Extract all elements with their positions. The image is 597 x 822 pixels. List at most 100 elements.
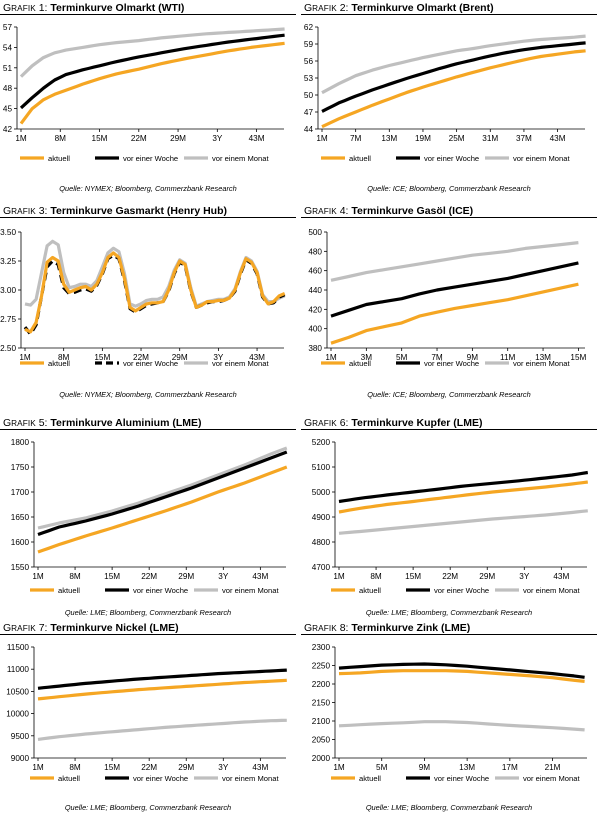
line-chart: 2000 2050 2100 2150 2200 2250 2300 1M 5M 9M 13M 17M… [312, 643, 587, 783]
figure-title: Terminkurve Zink (LME) [351, 622, 471, 634]
figure-title: Terminkurve Gasmarkt (Henry Hub) [50, 205, 227, 217]
series-line-monat [37, 446, 288, 530]
y-tick-label: 3.00 [0, 286, 16, 295]
y-tick-label: 11000 [7, 665, 30, 674]
x-tick-label: 8M [58, 353, 70, 362]
series-line-woche [321, 41, 586, 113]
x-tick-label: 43M [550, 134, 566, 143]
source-note: Quelle: ICE; Bloomberg, Commerzbank Rese… [367, 184, 531, 193]
series-line-aktuell [338, 480, 589, 514]
x-tick-label: 9M [467, 353, 479, 362]
y-tick-label: 3.50 [0, 228, 16, 237]
chart-panel: GRAFIK 5: Terminkurve Aluminium (LME) 155… [0, 415, 296, 617]
chart-panel: GRAFIK 1: Terminkurve Olmarkt (WTI) 42 45 4… [0, 0, 296, 202]
x-tick-label: 7M [350, 134, 362, 143]
legend-label: vor einer Woche [434, 586, 489, 595]
y-tick-label: 5000 [312, 488, 331, 497]
x-tick-label: 3Y [213, 353, 224, 362]
series-line-aktuell [19, 41, 285, 125]
figure-label-rest: RAFIK [312, 624, 337, 633]
title-rule [0, 14, 296, 15]
figure-number: 1: [35, 2, 51, 14]
chart-title: GRAFIK 1: Terminkurve Olmarkt (WTI) [3, 2, 184, 14]
series-line-aktuell [338, 669, 585, 683]
x-tick-label: 1M [32, 572, 44, 581]
chart-panel: GRAFIK 6: Terminkurve Kupfer (LME) 4700 48… [301, 415, 597, 617]
series-line-woche [37, 450, 288, 537]
chart-title: GRAFIK 8: Terminkurve Zink (LME) [304, 622, 470, 634]
chart-title: GRAFIK 7: Terminkurve Nickel (LME) [3, 622, 179, 634]
legend-label: vor einer Woche [424, 154, 479, 163]
series-line-monat [19, 27, 285, 78]
y-tick-label: 53 [304, 74, 314, 83]
y-tick-label: 9500 [11, 732, 30, 741]
chart-title: GRAFIK 5: Terminkurve Aluminium (LME) [3, 417, 202, 429]
source-note: Quelle: NYMEX; Bloomberg, Commerzbank Re… [59, 184, 237, 193]
x-tick-label: 1M [32, 763, 44, 772]
y-tick-label: 57 [3, 23, 13, 32]
y-tick-label: 1650 [11, 513, 30, 522]
chart-panel: GRAFIK 4: Terminkurve Gasöl (ICE) 380 400 4… [301, 203, 597, 405]
y-tick-label: 1800 [11, 438, 30, 447]
title-rule [0, 429, 296, 430]
legend-label: vor einem Monat [222, 774, 279, 783]
source-note: Quelle: LME; Bloomberg, Commerzbank Rese… [365, 608, 533, 617]
series-line-aktuell [37, 678, 287, 701]
x-tick-label: 22M [133, 353, 149, 362]
legend-label: aktuell [48, 154, 70, 163]
x-tick-label: 15M [92, 134, 108, 143]
y-tick-label: 1550 [11, 563, 30, 572]
title-rule [301, 217, 597, 218]
figure-label-initial: G [304, 205, 313, 217]
y-tick-label: 5100 [312, 463, 331, 472]
figure-label-rest: RAFIK [312, 4, 337, 13]
legend-label: aktuell [359, 774, 381, 783]
figure-number: 6: [336, 417, 352, 429]
figure-title: Terminkurve Olmarkt (WTI) [50, 2, 185, 14]
y-tick-label: 10500 [6, 687, 29, 696]
y-tick-label: 2150 [312, 699, 331, 708]
figure-number: 5: [35, 417, 51, 429]
x-tick-label: 1M [316, 134, 328, 143]
figure-number: 7: [35, 622, 51, 634]
y-tick-label: 44 [304, 125, 314, 134]
y-tick-label: 500 [308, 228, 322, 237]
y-tick-label: 3.25 [0, 257, 16, 266]
x-tick-label: 22M [141, 572, 157, 581]
x-tick-label: 8M [69, 572, 81, 581]
y-tick-label: 2100 [312, 717, 331, 726]
series-line-monat [338, 509, 588, 535]
figure-label-rest: RAFIK [11, 624, 36, 633]
x-tick-label: 25M [449, 134, 465, 143]
legend-label: vor einem Monat [513, 359, 570, 368]
x-tick-label: 37M [516, 134, 532, 143]
series-line-monat [338, 720, 585, 732]
figure-label-rest: RAFIK [312, 207, 337, 216]
x-tick-label: 22M [442, 572, 458, 581]
y-tick-label: 51 [3, 64, 13, 73]
figure-label-initial: G [304, 417, 313, 429]
x-tick-label: 29M [172, 353, 188, 362]
legend-label: aktuell [48, 359, 70, 368]
y-tick-label: 1700 [11, 488, 30, 497]
y-tick-label: 47 [304, 108, 314, 117]
y-tick-label: 1750 [11, 463, 30, 472]
x-tick-label: 15M [104, 572, 120, 581]
x-tick-label: 17M [502, 763, 518, 772]
legend-label: vor einer Woche [133, 774, 188, 783]
figure-label-initial: G [304, 2, 313, 14]
x-tick-label: 29M [479, 572, 495, 581]
line-chart: 4700 4800 4900 5000 5100 5200 1M 8M 15M 22M 29M 3Y 4… [312, 438, 589, 595]
x-tick-label: 13M [381, 134, 397, 143]
legend-label: vor einem Monat [523, 774, 580, 783]
legend-label: aktuell [359, 586, 381, 595]
title-rule [0, 634, 296, 635]
figure-label-rest: RAFIK [312, 419, 337, 428]
x-tick-label: 43M [553, 572, 569, 581]
x-tick-label: 9M [419, 763, 431, 772]
chart-panel: GRAFIK 7: Terminkurve Nickel (LME) 9000 95… [0, 620, 296, 822]
source-note: Quelle: NYMEX; Bloomberg, Commerzbank Re… [59, 390, 237, 399]
x-tick-label: 8M [69, 763, 81, 772]
figure-label-rest: RAFIK [11, 207, 36, 216]
legend-label: vor einer Woche [123, 359, 178, 368]
